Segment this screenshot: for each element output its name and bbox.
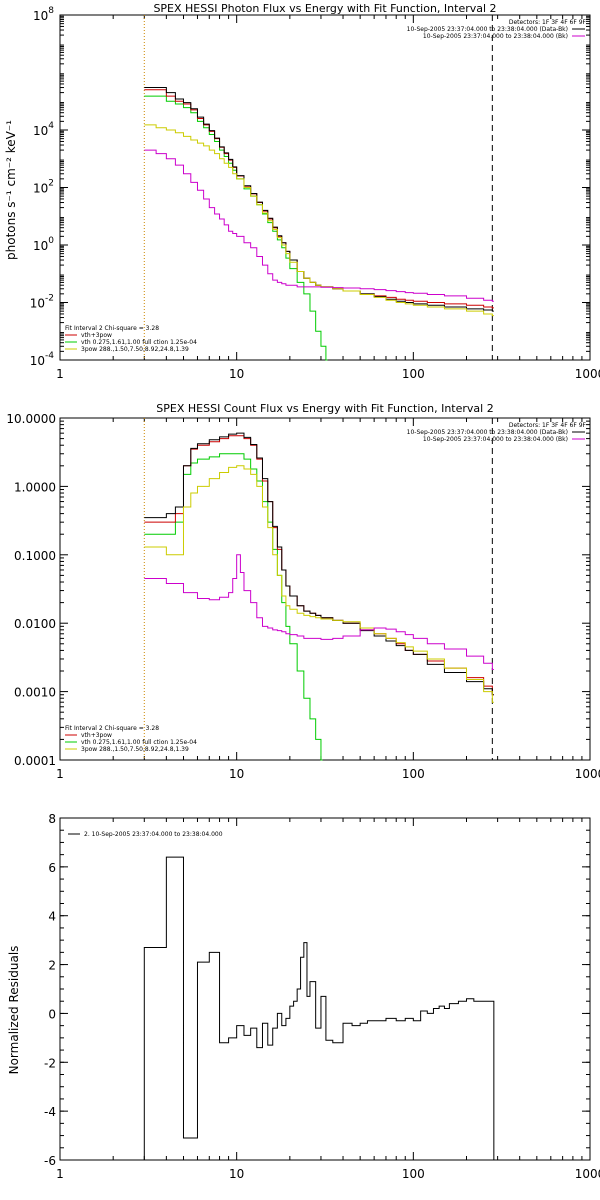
photon-chart-series bbox=[144, 87, 494, 361]
y-tick-label: 0 bbox=[48, 1007, 56, 1021]
photon-chart-legend-bottom: Fit Interval 2 Chi-square = 3.28vth+3pow… bbox=[65, 325, 197, 353]
series-1-line bbox=[144, 89, 494, 309]
y-tick-base: 10 bbox=[33, 182, 48, 196]
series-1-line bbox=[144, 435, 494, 696]
photon-flux-chart: SPEX HESSI Photon Flux vs Energy with Fi… bbox=[4, 2, 600, 381]
photon-chart-vlines bbox=[143, 15, 493, 360]
y-tick-label: 1.0000 bbox=[14, 480, 56, 494]
photon-chart-ylabel: photons s⁻¹ cm⁻² keV⁻¹ bbox=[4, 120, 18, 260]
x-tick-label: 100 bbox=[402, 367, 425, 381]
count-chart-axes: 1 10 100 1000 0.0001 0.0010 0.0100 0.1000 1.0000… bbox=[6, 412, 600, 781]
legend-entry-text: vth+3pow bbox=[81, 332, 112, 339]
y-tick-exponent: 0 bbox=[48, 236, 54, 246]
series-3-line bbox=[144, 124, 494, 317]
x-tick-label: 10 bbox=[229, 1167, 244, 1181]
y-tick-label: 6 bbox=[48, 861, 56, 875]
y-tick-label: 0.0100 bbox=[14, 617, 56, 631]
count-flux-chart: SPEX HESSI Count Flux vs Energy with Fit… bbox=[6, 402, 600, 781]
y-tick-label: 10.0000 bbox=[6, 412, 56, 426]
series-3-line bbox=[144, 465, 494, 703]
y-tick-label: 8 bbox=[48, 812, 56, 826]
y-tick-base: 10 bbox=[30, 297, 45, 311]
y-tick-exponent: 8 bbox=[48, 6, 54, 16]
legend-entry-text: 10-Sep-2005 23:37:04.000 to 23:38:04.000… bbox=[423, 33, 568, 40]
y-tick-label: 10-4 bbox=[30, 351, 55, 368]
x-tick-label: 10 bbox=[229, 367, 244, 381]
y-tick-label: -4 bbox=[44, 1105, 56, 1119]
y-tick-exponent: 2 bbox=[48, 179, 54, 189]
y-tick-label: 100 bbox=[33, 236, 54, 253]
residuals-chart-ylabel: Normalized Residuals bbox=[7, 946, 21, 1075]
legend-entry-text: 10-Sep-2005 23:37:04.000 to 23:38:04.000… bbox=[423, 436, 568, 443]
y-tick-label: -2 bbox=[44, 1056, 56, 1070]
series-4-line bbox=[144, 554, 494, 671]
x-tick-label: 1 bbox=[56, 1167, 64, 1181]
y-tick-label: 2 bbox=[48, 959, 56, 973]
residuals-chart-series bbox=[143, 856, 495, 1160]
y-tick-exponent: -4 bbox=[45, 351, 54, 361]
legend-entry-text: 10-Sep-2005 23:37:04.000 to 23:38:04.000… bbox=[407, 26, 568, 33]
x-tick-label: 100 bbox=[402, 767, 425, 781]
y-tick-label: -6 bbox=[44, 1154, 56, 1168]
x-tick-label: 1000 bbox=[575, 367, 600, 381]
count-chart-title: SPEX HESSI Count Flux vs Energy with Fit… bbox=[156, 402, 493, 415]
y-tick-label: 0.0010 bbox=[14, 686, 56, 700]
y-tick-label: 10-2 bbox=[30, 294, 54, 311]
photon-chart-title: SPEX HESSI Photon Flux vs Energy with Fi… bbox=[153, 2, 496, 15]
series-0-line bbox=[143, 856, 495, 1160]
y-tick-label: 108 bbox=[33, 6, 54, 23]
series-4-line bbox=[144, 149, 494, 302]
x-tick-label: 10 bbox=[229, 767, 244, 781]
y-tick-label: 4 bbox=[48, 910, 56, 924]
residuals-chart-legend: 2. 10-Sep-2005 23:37:04.000 to 23:38:04.… bbox=[68, 831, 223, 838]
residuals-chart-frame bbox=[59, 817, 591, 1161]
legend-entry-text: Detectors: 1F 3F 4F 6F 9F bbox=[509, 19, 587, 26]
photon-chart-frame bbox=[59, 14, 591, 361]
y-tick-base: 10 bbox=[33, 239, 48, 253]
legend-entry-text: vth 0.275,1.61,1.00 full ction 1.25e-04 bbox=[81, 339, 197, 346]
count-chart-frame bbox=[59, 417, 591, 761]
series-0-line bbox=[144, 453, 323, 761]
y-tick-label: 0.1000 bbox=[14, 549, 56, 563]
y-tick-label: 0.0001 bbox=[14, 754, 56, 768]
residuals-chart-axes: 1 10 100 1000 -6 -4 -2 0 2 4 6 8 bbox=[44, 812, 600, 1181]
y-tick-label: 104 bbox=[33, 121, 54, 138]
count-chart-vlines bbox=[143, 418, 493, 760]
x-tick-label: 1000 bbox=[575, 1167, 600, 1181]
legend-entry-text: Fit Interval 2 Chi-square = 3.28 bbox=[65, 325, 159, 332]
count-chart-series bbox=[144, 432, 494, 761]
y-tick-base: 10 bbox=[33, 124, 48, 138]
y-tick-base: 10 bbox=[30, 354, 45, 368]
legend-entry-text: 3pow 288.,1.50,7.50,8.92,24.8,1.39 bbox=[81, 746, 189, 753]
count-chart-legend-bottom: Fit Interval 2 Chi-square = 3.28vth+3pow… bbox=[65, 725, 197, 753]
y-tick-base: 10 bbox=[33, 9, 48, 23]
x-tick-label: 1000 bbox=[575, 767, 600, 781]
residuals-chart: Normalized Residuals 1 10 100 1000 -6 -4 -2 0 2 4… bbox=[7, 812, 600, 1181]
x-tick-label: 100 bbox=[402, 1167, 425, 1181]
legend-entry-text: 3pow 288.,1.50,7.50,8.92,24.8,1.39 bbox=[81, 346, 189, 353]
legend-entry-text: Detectors: 1F 3F 4F 6F 9F bbox=[509, 422, 587, 429]
legend-entry-text: Fit Interval 2 Chi-square = 3.28 bbox=[65, 725, 159, 732]
x-tick-label: 1 bbox=[56, 767, 64, 781]
legend-entry-text: vth+3pow bbox=[81, 732, 112, 739]
legend-entry-text: 10-Sep-2005 23:37:04.000 to 23:38:04.000… bbox=[407, 429, 568, 436]
legend-entry-text: 2. 10-Sep-2005 23:37:04.000 to 23:38:04.… bbox=[84, 831, 223, 838]
legend-entry-text: vth 0.275,1.61,1.00 full ction 1.25e-04 bbox=[81, 739, 197, 746]
x-tick-label: 1 bbox=[56, 367, 64, 381]
y-tick-label: 102 bbox=[33, 179, 54, 196]
series-2-line bbox=[144, 87, 494, 312]
series-0-line bbox=[144, 95, 328, 361]
y-tick-exponent: 4 bbox=[48, 121, 54, 131]
y-tick-exponent: -2 bbox=[45, 294, 54, 304]
series-2-line bbox=[144, 432, 494, 696]
